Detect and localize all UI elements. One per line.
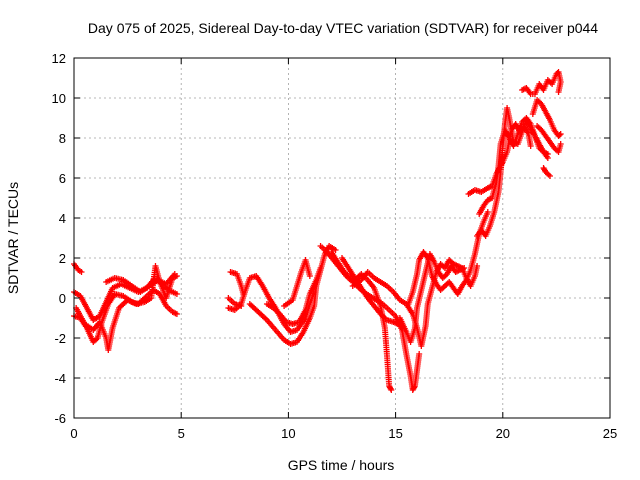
data-point [557, 131, 564, 137]
grid-lines [74, 58, 610, 418]
data-point [171, 271, 178, 277]
data-point [387, 385, 394, 392]
y-tick-label: 8 [59, 131, 66, 146]
data-point [544, 155, 551, 161]
data-point [557, 141, 564, 147]
y-axis-label: SDTVAR / TECUs [5, 182, 21, 294]
data-point [306, 273, 313, 279]
data-point [388, 387, 395, 393]
y-tick-label: 10 [52, 91, 66, 106]
data-point [461, 265, 468, 271]
x-tick-label: 25 [603, 426, 617, 441]
y-tick-label: 6 [59, 171, 66, 186]
data-point [484, 209, 491, 215]
y-tick-label: -2 [54, 331, 66, 346]
x-tick-label: 5 [178, 426, 185, 441]
x-tick-label: 20 [496, 426, 510, 441]
x-tick-label: 0 [70, 426, 77, 441]
y-tick-label: -4 [54, 371, 66, 386]
data-point [317, 265, 324, 271]
data-point [546, 173, 553, 179]
data-point [527, 143, 534, 149]
data-point [555, 89, 562, 95]
data-point [411, 384, 418, 391]
data-point [416, 351, 423, 357]
y-tick-label: 4 [59, 211, 66, 226]
data-point [173, 311, 180, 317]
y-tick-label: 12 [52, 51, 66, 66]
data-point [172, 310, 179, 317]
chart-title: Day 075 of 2025, Sidereal Day-to-day VTE… [88, 20, 598, 36]
x-tick-label: 15 [388, 426, 402, 441]
plot-frame [73, 57, 611, 419]
y-tick-label: 2 [59, 251, 66, 266]
data-point [173, 291, 180, 297]
x-axis-label: GPS time / hours [288, 457, 395, 473]
y-tick-label: -6 [54, 411, 66, 426]
y-tick-label: 0 [59, 291, 66, 306]
y-axis-ticks: -6 -4 -2 0 2 4 6 8 10 12 [52, 51, 610, 426]
data-point [332, 247, 339, 253]
x-tick-label: 10 [281, 426, 295, 441]
data-marks [71, 69, 564, 393]
data-point [474, 263, 481, 269]
data-point [78, 269, 85, 275]
data-point [556, 132, 563, 138]
x-axis-ticks: 0 5 10 15 20 25 [70, 58, 617, 441]
